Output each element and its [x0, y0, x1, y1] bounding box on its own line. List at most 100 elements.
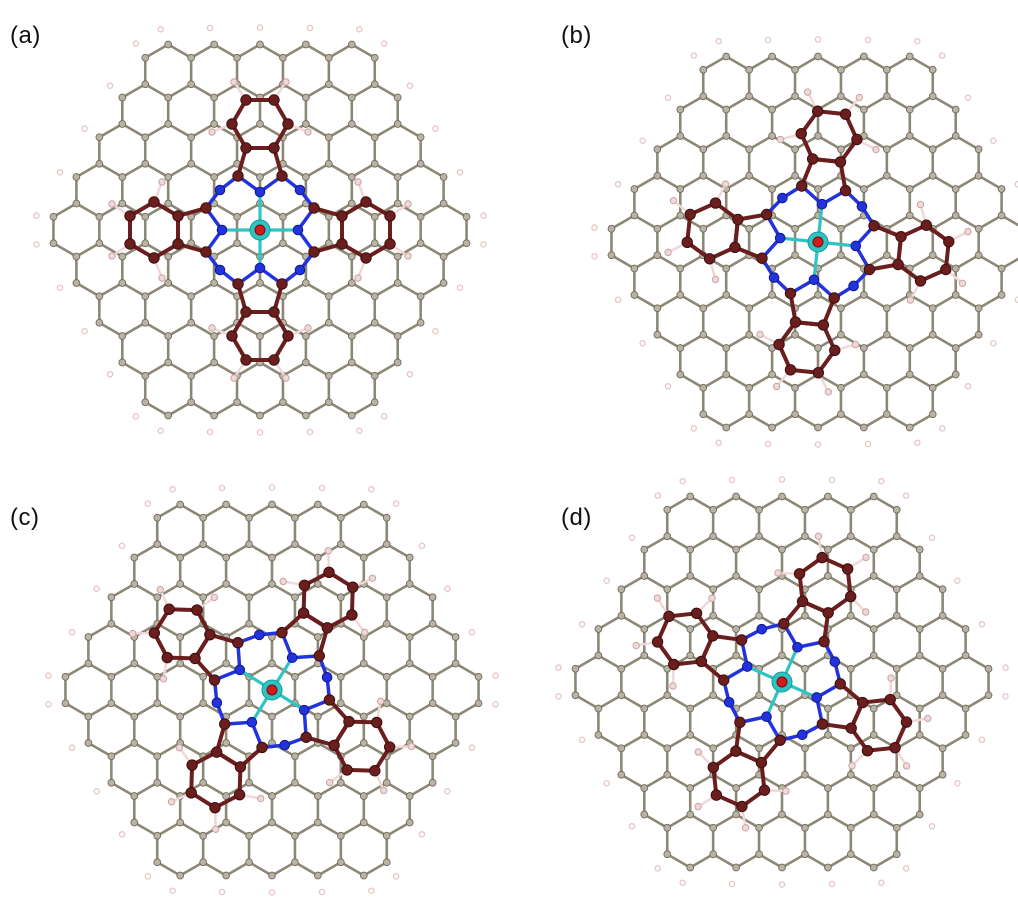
edge-hydrogen	[118, 831, 126, 838]
graphene-bond	[620, 614, 645, 631]
graphene-carbon	[860, 291, 868, 299]
graphene-bond	[144, 242, 169, 258]
graphene-carbon	[837, 224, 845, 233]
graphene-carbon	[187, 133, 196, 142]
graphene-bond	[597, 694, 623, 710]
edge-hydrogen	[555, 664, 562, 671]
carbon-atom	[681, 236, 693, 249]
hydrogen-atom	[774, 569, 782, 577]
nitrogen-atom	[774, 232, 786, 244]
graphene-bond	[271, 582, 296, 599]
graphene-carbon	[791, 65, 799, 74]
graphene-bond	[282, 281, 307, 298]
graphene-bond	[248, 662, 273, 678]
graphene-carbon	[594, 704, 603, 713]
graphene-carbon	[84, 712, 93, 721]
graphene-bond	[781, 495, 806, 511]
graphene-carbon	[428, 699, 437, 708]
graphene-carbon	[153, 672, 162, 681]
graphene-carbon	[882, 92, 891, 101]
graphene-bond	[294, 861, 319, 877]
graphene-carbon	[732, 492, 740, 501]
carbon-atom	[863, 263, 876, 276]
nitrogen-atom	[811, 692, 823, 703]
graphene-bond	[409, 662, 434, 678]
carbon-atom	[209, 801, 221, 814]
graphene-bond	[633, 293, 659, 310]
graphene-bond	[977, 254, 1003, 270]
graphene-bond	[363, 861, 388, 877]
graphene-carbon	[928, 410, 937, 419]
graphene-bond	[190, 162, 215, 179]
graphene-carbon	[245, 778, 253, 787]
graphene-carbon	[768, 423, 776, 432]
edge-hydrogen	[468, 629, 476, 636]
carbon-atom	[839, 108, 852, 120]
carbon-atom	[346, 609, 358, 621]
graphene-bond	[133, 702, 158, 718]
graphene-bond	[886, 134, 911, 151]
graphene-bond	[397, 242, 422, 258]
edge-hydrogen	[206, 24, 214, 32]
graphene-carbon	[279, 212, 287, 221]
graphene-carbon	[107, 778, 116, 787]
graphene-bond	[328, 122, 353, 139]
graphene-carbon	[837, 92, 845, 101]
nitrogen-atom	[211, 697, 223, 709]
graphene-carbon	[951, 132, 960, 140]
graphene-bond	[121, 202, 146, 218]
graphene-carbon	[439, 173, 448, 181]
carbon-atom	[856, 696, 869, 709]
graphene-carbon	[709, 585, 718, 594]
graphene-carbon	[617, 744, 626, 753]
graphene-bond	[817, 413, 842, 429]
graphene-bond	[351, 122, 376, 139]
graphene-carbon	[416, 159, 425, 168]
graphene-carbon	[869, 704, 878, 713]
carbon-atom	[851, 133, 863, 146]
graphene-bond	[689, 495, 714, 511]
graphene-carbon	[699, 65, 708, 74]
carbon-atom	[839, 184, 852, 197]
carbon-atom	[343, 715, 355, 728]
graphene-carbon	[699, 145, 708, 154]
graphene-bond	[794, 293, 819, 310]
graphene-bond	[236, 43, 261, 59]
nitrogen-atom	[848, 280, 859, 292]
graphene-carbon	[594, 651, 603, 660]
graphene-bond	[133, 622, 158, 639]
carbon-atom	[208, 674, 221, 686]
graphene-bond	[351, 401, 376, 417]
graphene-carbon	[676, 291, 685, 299]
graphene-bond	[748, 95, 773, 111]
edge-hydrogen	[106, 82, 114, 89]
graphene-carbon	[676, 105, 685, 114]
edge-hydrogen	[591, 224, 598, 231]
graphene-carbon	[824, 784, 832, 792]
graphene-bond	[932, 95, 957, 111]
graphene-carbon	[405, 659, 414, 668]
graphene-bond	[110, 702, 135, 718]
panel-label-b: (b)	[561, 22, 592, 49]
graphene-bond	[804, 535, 829, 551]
graphene-bond	[282, 361, 307, 377]
graphene-carbon	[892, 770, 901, 779]
edge-hydrogen	[990, 339, 997, 347]
carbon-atom	[124, 210, 136, 222]
graphene-bond	[340, 543, 365, 559]
graphene-carbon	[824, 572, 832, 580]
graphene-carbon	[314, 500, 322, 509]
hydrogen-atom	[669, 682, 677, 690]
edge-hydrogen	[878, 879, 885, 886]
graphene-carbon	[653, 171, 662, 180]
graphene-carbon	[984, 664, 993, 673]
graphene-bond	[941, 654, 967, 670]
graphene-carbon	[72, 279, 81, 287]
nitrogen-atom	[321, 671, 333, 683]
carbon-atom	[336, 210, 348, 222]
graphene-bond	[386, 582, 411, 599]
graphene-bond	[328, 361, 353, 377]
graphene-bond	[144, 321, 169, 338]
graphene-bond	[52, 242, 78, 258]
graphene-carbon	[291, 752, 299, 761]
